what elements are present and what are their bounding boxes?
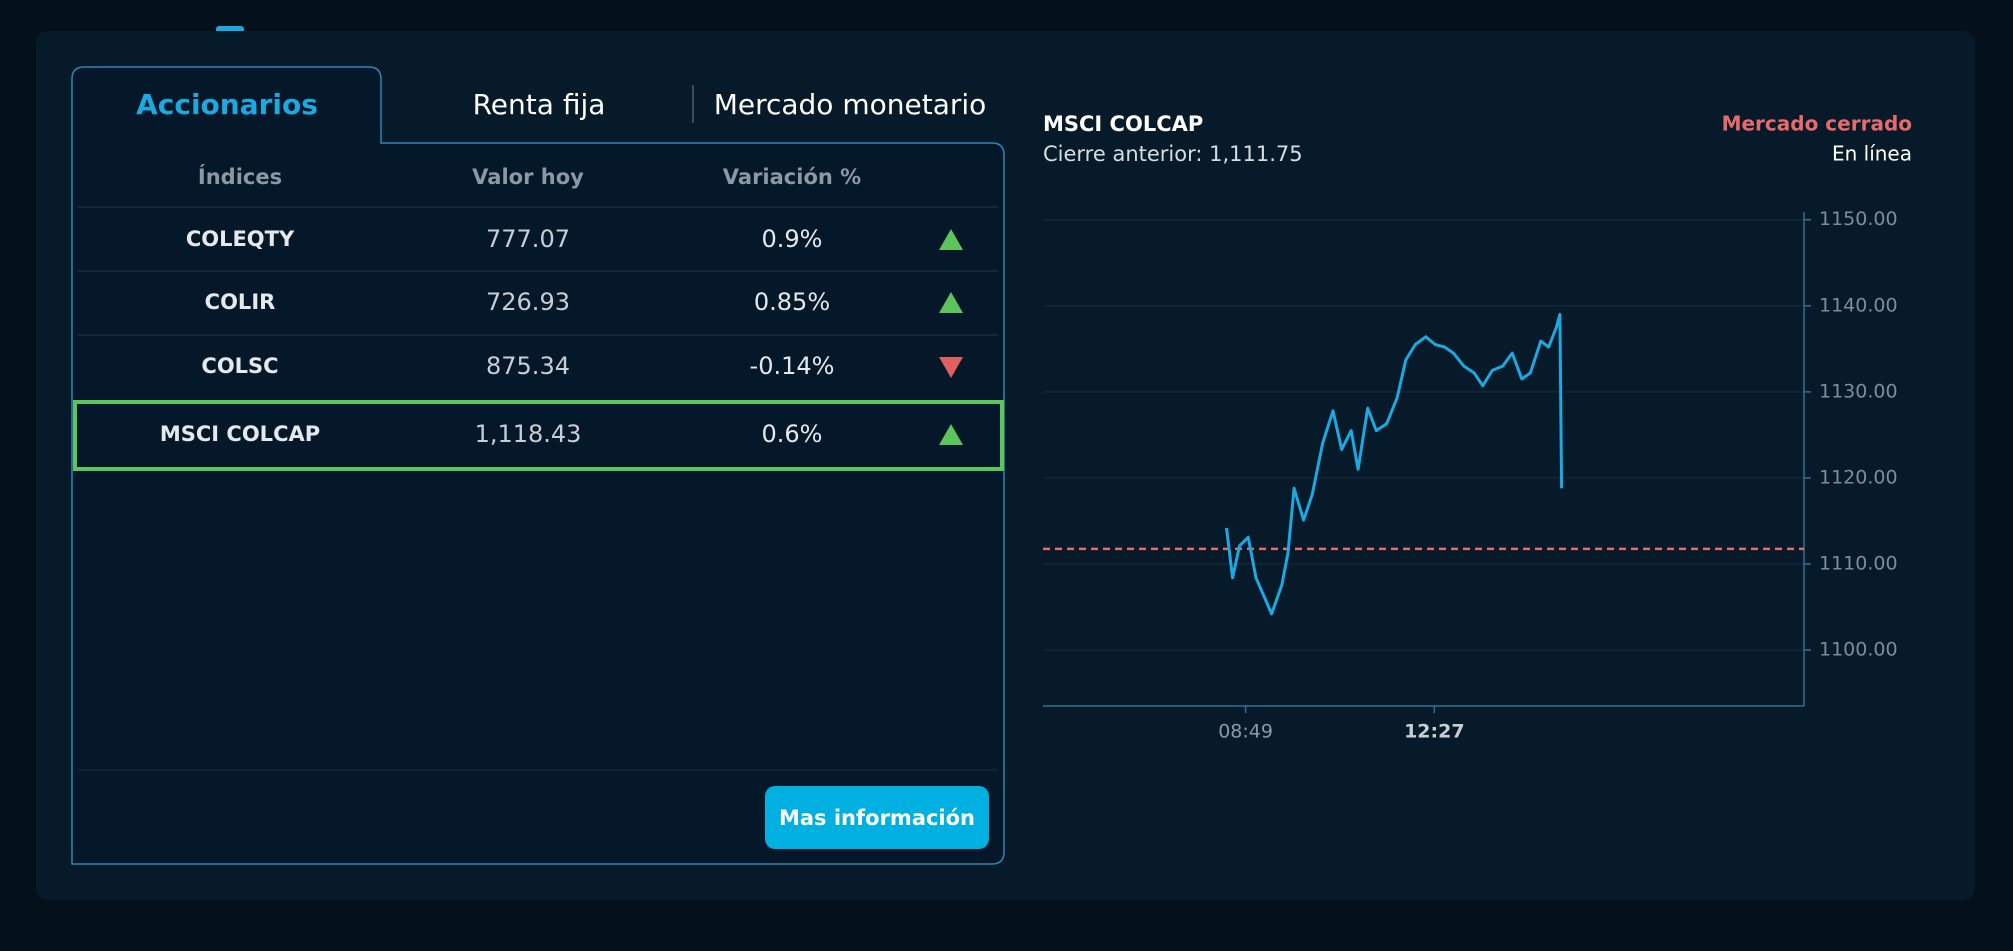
y-tick-label: 1120.00	[1819, 466, 1898, 488]
y-tick-label: 1150.00	[1819, 208, 1898, 230]
chart-title: MSCI COLCAP	[1043, 112, 1203, 136]
tab[interactable]: Mercado monetario	[714, 88, 987, 121]
button-label[interactable]: Mas información	[779, 806, 975, 830]
index-name[interactable]: COLSC	[201, 354, 278, 378]
trend-arrow	[939, 357, 963, 378]
index-value: 1,118.43	[475, 420, 582, 448]
index-variation: 0.85%	[754, 288, 830, 316]
index-name[interactable]: COLIR	[205, 290, 276, 314]
chart-subtitle: Cierre anterior: 1,111.75	[1043, 142, 1303, 166]
index-name[interactable]: MSCI COLCAP	[160, 422, 320, 446]
y-tick-label: 1140.00	[1819, 294, 1898, 316]
trend-arrow	[939, 229, 963, 250]
y-tick-label: 1110.00	[1819, 552, 1898, 574]
y-tick-label: 1130.00	[1819, 380, 1898, 402]
column-header: Variación %	[723, 165, 861, 189]
index-value: 875.34	[486, 352, 570, 380]
row-highlight	[73, 400, 1004, 471]
index-value: 726.93	[486, 288, 570, 316]
tab[interactable]: Accionarios	[136, 88, 318, 121]
market-status: Mercado cerrado	[1722, 112, 1912, 136]
market-status-detail: En línea	[1832, 142, 1912, 166]
index-name[interactable]: COLEQTY	[186, 227, 295, 251]
x-tick-label: 12:27	[1404, 721, 1464, 743]
trend-arrow	[939, 424, 963, 445]
column-header: Valor hoy	[472, 165, 584, 189]
x-tick-label: 08:49	[1218, 721, 1273, 743]
index-variation: -0.14%	[750, 352, 835, 380]
column-header: Índices	[198, 164, 282, 189]
tab[interactable]: Renta fija	[473, 88, 606, 121]
index-variation: 0.6%	[762, 420, 823, 448]
more-info-button[interactable]	[765, 786, 989, 849]
index-value: 777.07	[486, 225, 570, 253]
card	[71, 66, 1005, 865]
trend-arrow	[939, 292, 963, 313]
price-line	[1225, 312, 1564, 616]
y-tick-label: 1100.00	[1819, 639, 1898, 661]
index-variation: 0.9%	[762, 225, 823, 253]
